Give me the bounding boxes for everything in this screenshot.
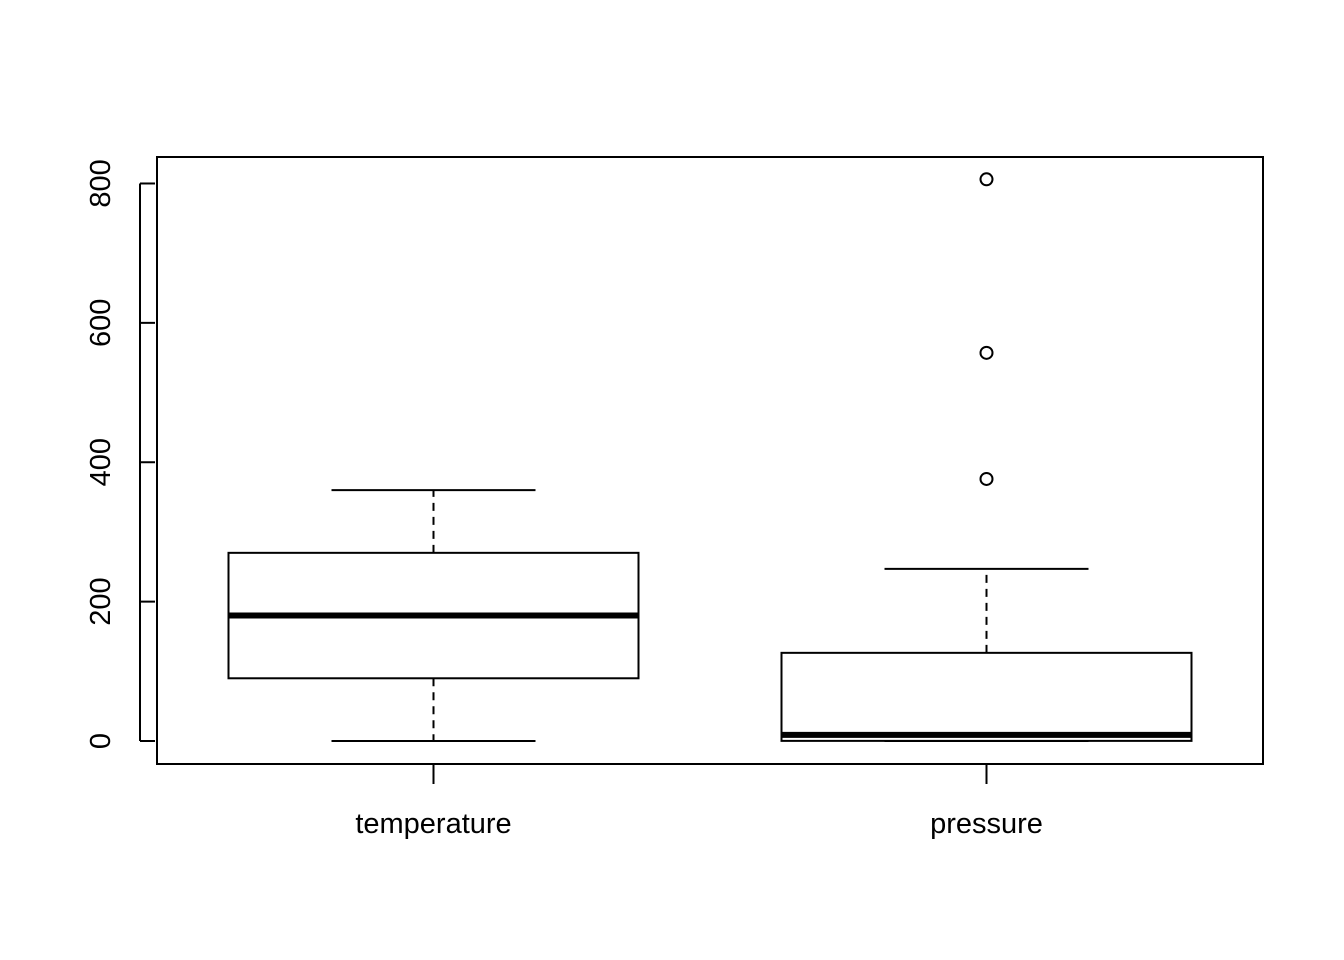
outlier-point [979, 471, 994, 486]
interquartile-box [780, 651, 1193, 742]
y-tick-label: 400 [85, 438, 117, 486]
y-axis: 0 200 400 600 800 [85, 159, 155, 749]
y-tick-label: 800 [85, 159, 117, 207]
boxes-layer [227, 172, 1193, 743]
x-tick-label-pressure: pressure [930, 808, 1043, 840]
y-tick-label: 0 [85, 733, 117, 749]
y-tick-label: 200 [85, 577, 117, 625]
outlier-point [979, 345, 994, 360]
box-pressure [780, 172, 1193, 743]
x-tick-label-temperature: temperature [355, 808, 511, 840]
y-tick-label: 600 [85, 299, 117, 347]
box-temperature [227, 489, 640, 743]
x-axis: temperature pressure [355, 763, 1043, 840]
outlier-point [979, 172, 994, 187]
